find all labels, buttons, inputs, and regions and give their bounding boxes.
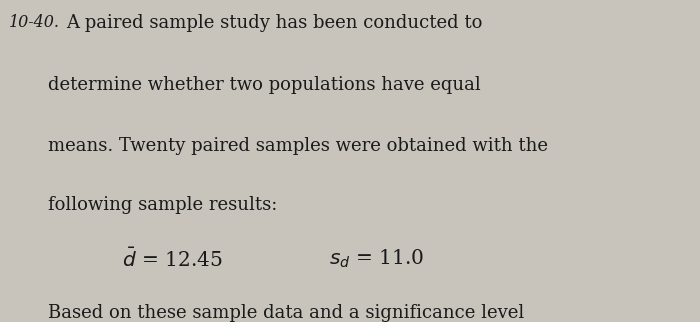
Text: $s_d$ = 11.0: $s_d$ = 11.0: [329, 248, 424, 270]
Text: Based on these sample data and a significance level: Based on these sample data and a signifi…: [48, 304, 524, 322]
Text: $\bar{d}$ = 12.45: $\bar{d}$ = 12.45: [122, 248, 223, 271]
Text: determine whether two populations have equal: determine whether two populations have e…: [48, 76, 480, 94]
Text: A paired sample study has been conducted to: A paired sample study has been conducted…: [66, 14, 483, 33]
Text: means. Twenty paired samples were obtained with the: means. Twenty paired samples were obtain…: [48, 137, 547, 155]
Text: 10-40.: 10-40.: [8, 14, 60, 32]
Text: following sample results:: following sample results:: [48, 196, 277, 214]
